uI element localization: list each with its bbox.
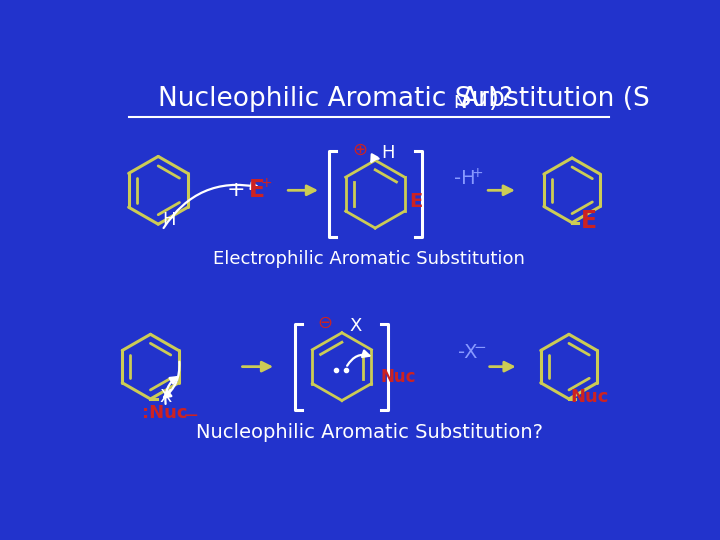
Text: ⊖: ⊖ bbox=[318, 314, 333, 332]
Text: +: + bbox=[261, 176, 272, 190]
Text: E: E bbox=[409, 192, 422, 211]
Text: E: E bbox=[581, 209, 597, 233]
Text: Nucleophilic Aromatic Substitution?: Nucleophilic Aromatic Substitution? bbox=[196, 423, 542, 442]
Text: X: X bbox=[350, 317, 362, 335]
Text: E: E bbox=[248, 178, 265, 202]
Text: -X: -X bbox=[459, 343, 478, 362]
Text: +: + bbox=[226, 180, 245, 200]
Text: +: + bbox=[472, 166, 483, 180]
Text: H: H bbox=[162, 211, 176, 228]
Text: -H: -H bbox=[454, 169, 476, 188]
Text: :Nuc: :Nuc bbox=[142, 404, 187, 422]
Text: H: H bbox=[381, 144, 395, 163]
Text: Ar)?: Ar)? bbox=[462, 86, 514, 112]
Text: N: N bbox=[454, 94, 467, 112]
Text: Nucleophilic Aromatic Substitution (S: Nucleophilic Aromatic Substitution (S bbox=[158, 86, 650, 112]
Text: Electrophilic Aromatic Substitution: Electrophilic Aromatic Substitution bbox=[213, 250, 525, 268]
Text: −: − bbox=[183, 407, 199, 426]
Text: Nuc: Nuc bbox=[381, 368, 416, 387]
Text: ⊕: ⊕ bbox=[352, 141, 367, 159]
Text: X: X bbox=[160, 388, 172, 407]
Text: −: − bbox=[474, 340, 486, 355]
Text: Nuc: Nuc bbox=[570, 388, 608, 407]
